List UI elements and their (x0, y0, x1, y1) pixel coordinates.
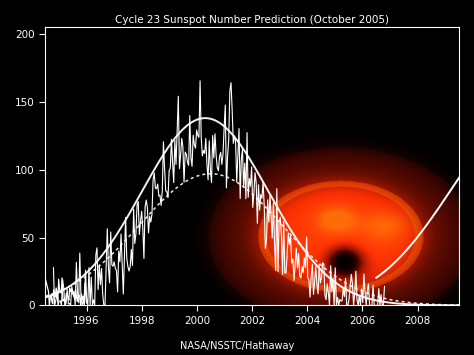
Title: Cycle 23 Sunspot Number Prediction (October 2005): Cycle 23 Sunspot Number Prediction (Octo… (115, 15, 389, 25)
Text: NASA/NSSTC/Hathaway: NASA/NSSTC/Hathaway (180, 342, 294, 351)
